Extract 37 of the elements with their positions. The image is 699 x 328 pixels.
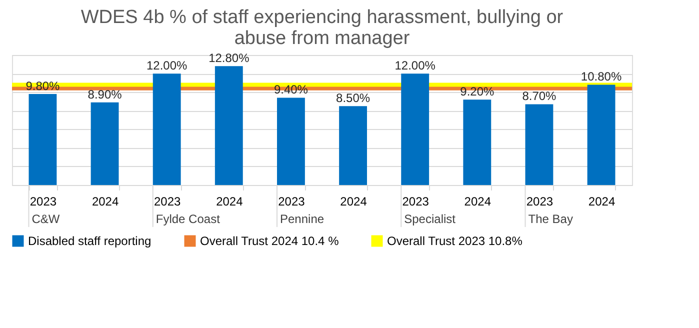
x-tick-label: 2024 [216, 194, 244, 208]
text: Specialist [404, 212, 456, 226]
x-tick-label: 2023 [154, 194, 182, 208]
legend-label: Overall Trust 2024 10.4 % [200, 234, 340, 248]
text: The Bay [528, 212, 573, 226]
bar [463, 100, 492, 185]
bar [587, 84, 616, 185]
data-label: 12.00% [146, 58, 188, 73]
x-tick-label: 2024 [92, 194, 119, 208]
text: Fylde Coast [156, 212, 221, 226]
data-label: 8.70% [522, 89, 557, 104]
bar [525, 104, 554, 185]
bar [401, 74, 430, 185]
bar [90, 102, 119, 185]
x-tick-label: 2023 [30, 194, 57, 208]
x-tick-label: 2024 [340, 194, 368, 208]
text: Pennine [280, 212, 324, 226]
text: C&W [32, 212, 60, 226]
x-tick-label: 2024 [588, 194, 616, 208]
data-label: 10.80% [580, 70, 622, 84]
x-tick-label: 2023 [278, 194, 306, 208]
data-label: 8.50% [336, 91, 370, 106]
data-label: 12.80% [208, 51, 250, 66]
x-tick-label: 2023 [402, 194, 430, 208]
legend-label: Disabled staff reporting [28, 234, 152, 248]
bar [277, 98, 305, 185]
bar [339, 106, 367, 185]
legend-label: Overall Trust 2023 10.8% [387, 234, 523, 248]
x-tick-label: 2024 [464, 194, 492, 208]
bar [152, 74, 181, 185]
x-tick-label: 2023 [526, 194, 554, 208]
chart-title: WDES 4b % of staff experiencing harassment, bullying or abuse from manager [80, 7, 564, 50]
data-label: 9.80% [26, 79, 60, 93]
data-label: 8.90% [88, 87, 122, 102]
bar [28, 94, 57, 185]
bar [214, 66, 243, 185]
data-label: 12.00% [394, 58, 436, 73]
